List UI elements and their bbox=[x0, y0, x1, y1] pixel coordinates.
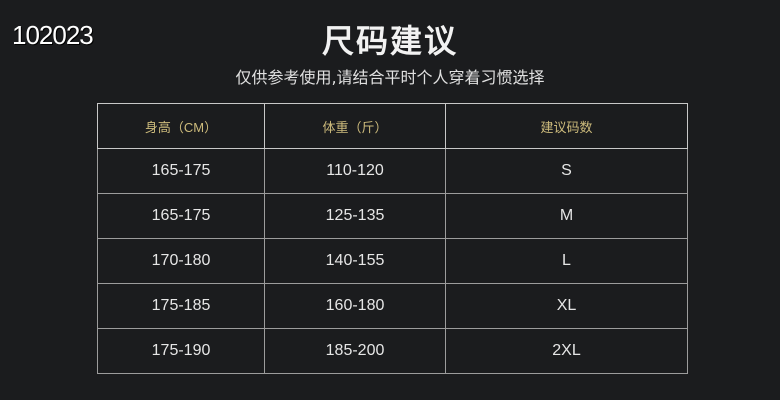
cell-weight: 110-120 bbox=[264, 148, 446, 194]
header-size: 建议码数 bbox=[445, 103, 688, 149]
cell-height: 165-175 bbox=[97, 148, 265, 194]
cell-height: 175-185 bbox=[97, 283, 265, 329]
table-row: 170-180 140-155 L bbox=[97, 238, 688, 284]
size-table: 身高（CM） 体重（斤） 建议码数 165-175 110-120 S 165-175… bbox=[97, 103, 688, 374]
table-row: 175-185 160-180 XL bbox=[97, 283, 688, 329]
header-weight: 体重（斤） bbox=[264, 103, 446, 149]
cell-weight: 185-200 bbox=[264, 328, 446, 374]
cell-height: 175-190 bbox=[97, 328, 265, 374]
cell-size: XL bbox=[445, 283, 688, 329]
header-row: 身高（CM） 体重（斤） 建议码数 bbox=[97, 103, 688, 149]
cell-height: 165-175 bbox=[97, 193, 265, 239]
cell-height: 170-180 bbox=[97, 238, 265, 284]
page-subtitle: 仅供参考使用,请结合平时个人穿着习惯选择 bbox=[235, 68, 545, 87]
cell-size: L bbox=[445, 238, 688, 284]
cell-weight: 125-135 bbox=[264, 193, 446, 239]
cell-weight: 160-180 bbox=[264, 283, 446, 329]
table-row: 175-190 185-200 2XL bbox=[97, 328, 688, 374]
watermark: 102023 bbox=[12, 20, 94, 50]
table-row: 165-175 110-120 S bbox=[97, 148, 688, 194]
page-title: 尺码建议 bbox=[321, 22, 458, 60]
cell-size: S bbox=[445, 148, 688, 194]
cell-size: 2XL bbox=[445, 328, 688, 374]
table-row: 165-175 125-135 M bbox=[97, 193, 688, 239]
cell-weight: 140-155 bbox=[264, 238, 446, 284]
header-height: 身高（CM） bbox=[97, 103, 265, 149]
cell-size: M bbox=[445, 193, 688, 239]
